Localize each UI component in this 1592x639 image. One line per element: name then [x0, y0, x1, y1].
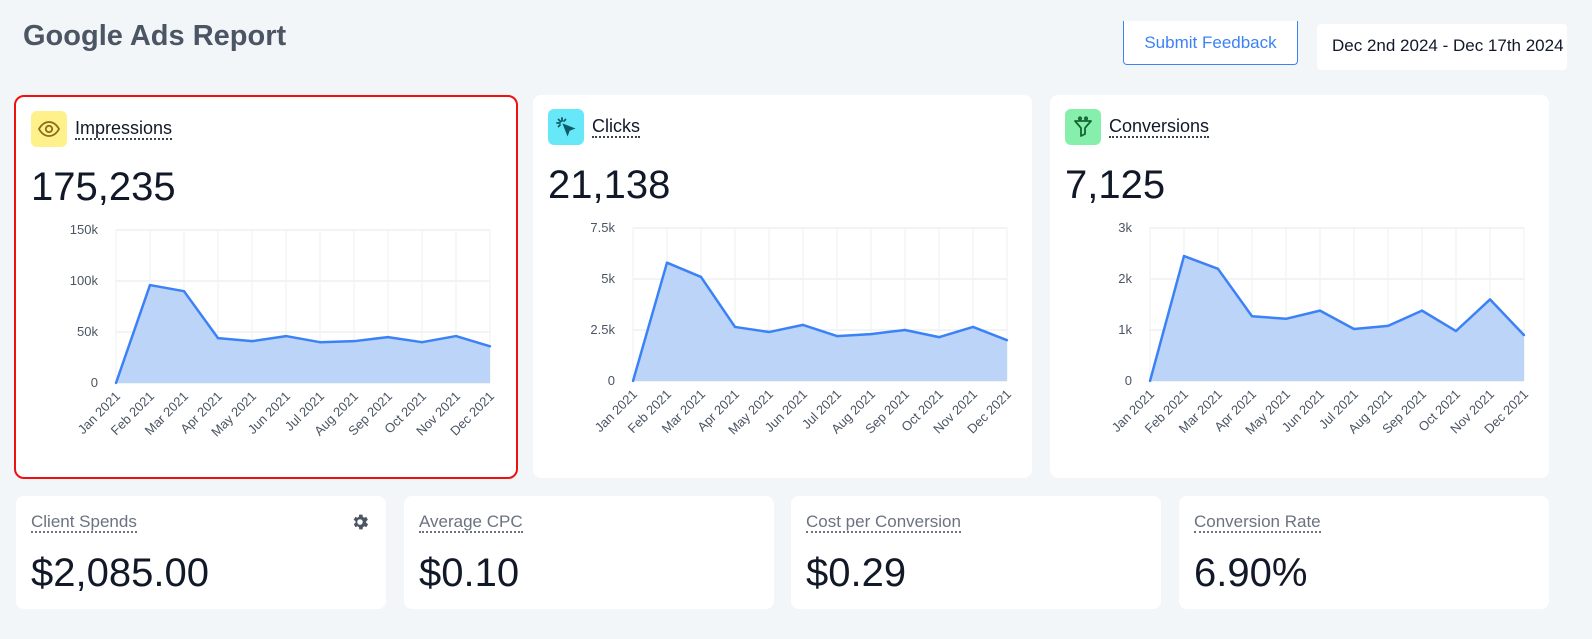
average-cpc-label[interactable]: Average CPC	[419, 512, 523, 533]
data-point	[767, 330, 771, 334]
client-spends-label[interactable]: Client Spends	[31, 512, 137, 533]
series-area	[633, 262, 1007, 381]
series-line	[1148, 254, 1525, 382]
series-area	[116, 285, 490, 383]
eye-icon	[31, 111, 67, 147]
series-line	[114, 283, 491, 384]
data-point	[1182, 254, 1186, 258]
data-point	[971, 325, 975, 329]
data-point	[1005, 339, 1009, 342]
data-point	[903, 328, 907, 332]
clicks-card[interactable]: Clicks 21,138 0 2.5k 5k 7.5k Jan 2021 Feb 202…	[533, 95, 1032, 478]
conversion-rate-value: 6.90%	[1194, 551, 1308, 595]
data-point	[420, 341, 424, 344]
data-point	[1522, 333, 1526, 337]
y-tick-label: 0	[1125, 373, 1132, 388]
data-point	[1284, 317, 1288, 320]
data-point	[318, 341, 322, 344]
impressions-card[interactable]: Impressions 175,235 0 50k 100k 150k Jan 2021…	[14, 95, 518, 479]
data-point	[665, 261, 669, 264]
data-point	[631, 379, 635, 383]
y-tick-label: 150k	[70, 222, 99, 237]
data-point	[1318, 309, 1322, 312]
y-tick-label: 0	[608, 373, 615, 388]
data-point	[216, 336, 220, 340]
average-cpc-value: $0.10	[419, 551, 520, 595]
submit-feedback-button[interactable]: Submit Feedback	[1123, 21, 1298, 65]
clicks-label[interactable]: Clicks	[592, 116, 640, 138]
data-point	[1250, 315, 1254, 318]
cost-per-conversion-card: Cost per Conversion $0.29	[791, 496, 1161, 609]
data-point	[1148, 379, 1152, 383]
data-point	[250, 339, 254, 343]
data-point	[284, 334, 288, 338]
data-point	[1352, 327, 1356, 331]
y-tick-label: 2.5k	[590, 322, 615, 337]
impressions-value: 175,235	[31, 165, 176, 209]
client-spends-card: Client Spends $2,085.00	[16, 496, 386, 609]
data-point	[801, 323, 805, 327]
impressions-label[interactable]: Impressions	[75, 118, 173, 140]
y-tick-label: 7.5k	[590, 220, 615, 235]
y-tick-label: 50k	[77, 324, 98, 339]
y-tick-label: 5k	[601, 271, 615, 286]
gear-icon[interactable]	[350, 512, 370, 532]
client-spends-value: $2,085.00	[31, 551, 209, 595]
data-point	[148, 283, 152, 287]
y-tick-label: 3k	[1118, 220, 1132, 235]
data-point	[1386, 324, 1390, 328]
conversions-label[interactable]: Conversions	[1109, 116, 1210, 138]
data-point	[114, 381, 118, 385]
average-cpc-card: Average CPC $0.10	[404, 496, 774, 609]
data-point	[488, 345, 492, 348]
data-point	[182, 290, 186, 293]
data-point	[454, 334, 458, 338]
data-point	[386, 335, 390, 339]
data-point	[1454, 329, 1458, 333]
data-point	[937, 335, 941, 339]
data-point	[733, 325, 737, 329]
data-point	[869, 332, 873, 336]
conversions-value: 7,125	[1065, 163, 1166, 207]
series-area	[1150, 256, 1524, 381]
series-line	[631, 261, 1008, 382]
y-tick-label: 100k	[70, 273, 99, 288]
conversion-rate-label[interactable]: Conversion Rate	[1194, 512, 1321, 533]
y-tick-label: 1k	[1118, 322, 1132, 337]
page-title: Google Ads Report	[23, 20, 287, 52]
cost-per-conversion-value: $0.29	[806, 551, 907, 595]
cursor-click-icon	[548, 109, 584, 145]
funnel-icon	[1065, 109, 1101, 145]
data-point	[1488, 298, 1492, 301]
conversion-rate-card: Conversion Rate 6.90%	[1179, 496, 1549, 609]
data-point	[835, 334, 839, 338]
conversions-card[interactable]: Conversions 7,125 0 1k 2k 3k Jan 2021 Feb 202…	[1050, 95, 1549, 478]
data-point	[352, 339, 356, 343]
date-range-picker[interactable]: Dec 2nd 2024 - Dec 17th 2024	[1317, 24, 1567, 70]
y-tick-label: 2k	[1118, 271, 1132, 286]
y-tick-label: 0	[91, 375, 98, 390]
cost-per-conversion-label[interactable]: Cost per Conversion	[806, 512, 961, 533]
data-point	[699, 275, 703, 279]
data-point	[1420, 309, 1424, 312]
data-point	[1216, 267, 1220, 270]
clicks-value: 21,138	[548, 163, 671, 207]
